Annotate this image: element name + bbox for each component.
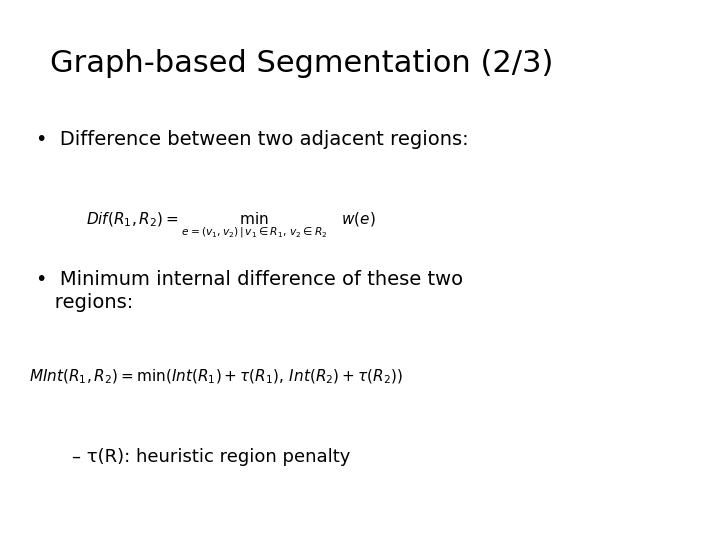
Text: $MInt(R_1, R_2) = \min(Int(R_1) + \tau(R_1),\, Int(R_2) + \tau(R_2))$: $MInt(R_1, R_2) = \min(Int(R_1) + \tau(R… xyxy=(29,367,402,386)
Text: •  Minimum internal difference of these two
   regions:: • Minimum internal difference of these t… xyxy=(36,270,463,313)
Text: $Dif(R_1, R_2) = \underset{e=(v_1,v_2)\,|\,v_1 \in R_1,\,v_2 \in R_2}{\min} \qua: $Dif(R_1, R_2) = \underset{e=(v_1,v_2)\,… xyxy=(86,211,377,240)
Text: •  Difference between two adjacent regions:: • Difference between two adjacent region… xyxy=(36,130,469,148)
Text: Graph-based Segmentation (2/3): Graph-based Segmentation (2/3) xyxy=(50,49,554,78)
Text: – τ(R): heuristic region penalty: – τ(R): heuristic region penalty xyxy=(72,448,351,466)
